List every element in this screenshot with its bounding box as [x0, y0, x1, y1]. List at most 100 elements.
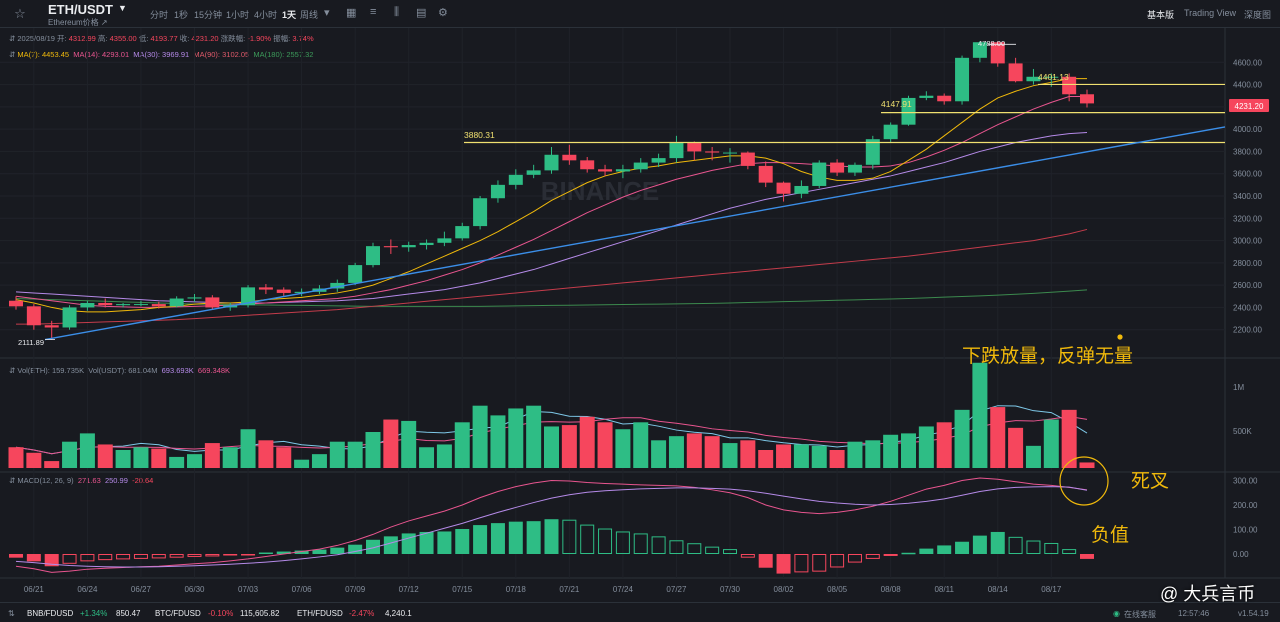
volume-tick-label: 1M: [1233, 383, 1244, 392]
ohlc-date: 2025/08/19: [17, 34, 55, 43]
timeframe-4h[interactable]: 4小时: [254, 10, 278, 20]
gear-icon[interactable]: ⚙: [438, 7, 448, 19]
volume-bar: [918, 426, 934, 468]
price-tick-label: 2400.00: [1233, 303, 1262, 312]
macd-hist-bar: [990, 531, 1005, 554]
volume-bar: [597, 422, 613, 468]
macd-hist-bar: [1026, 540, 1041, 555]
date-tick-label: 07/12: [399, 585, 420, 594]
top-toolbar: ☆ ETH/USDT ▼ Ethereum价格 ↗ 分时 1秒 15分钟 1小时…: [0, 0, 1280, 28]
candle-body: [98, 302, 113, 306]
candle-body: [1008, 63, 1023, 82]
macd-hist-bar: [348, 544, 363, 554]
chevron-down-icon[interactable]: ▾: [324, 7, 330, 19]
macd-hist-bar: [723, 549, 737, 554]
price-tick-label: 2800.00: [1233, 259, 1262, 268]
ticker-bnb-price: 850.47: [116, 609, 141, 618]
view-basic[interactable]: 基本版: [1147, 10, 1175, 20]
macd-hist-bar: [526, 521, 541, 554]
volume-tick-label: 500K: [1233, 427, 1252, 436]
date-tick-label: 08/05: [827, 585, 848, 594]
timeframe-15m[interactable]: 15分钟: [194, 10, 223, 20]
ohlc-info: ⇵ 2025/08/19 开: 4312.99 高: 4355.00 低: 41…: [9, 34, 314, 43]
macd-hist-bar: [133, 554, 148, 559]
clock: 12:57:46: [1178, 609, 1210, 618]
macd-hist-bar: [794, 554, 809, 573]
timeframe-1d[interactable]: 1天: [282, 10, 297, 20]
volume-bar: [972, 362, 988, 468]
macd-lines: [15, 477, 1088, 573]
view-tradingview[interactable]: Trading View: [1184, 8, 1237, 18]
volume-bar: [1061, 409, 1077, 468]
ma180-value: MA(180): 2557.32: [253, 50, 314, 59]
macd-hist-bar: [383, 536, 398, 554]
candle-body: [258, 287, 273, 290]
candle-body: [544, 154, 559, 171]
symbol-subtitle[interactable]: Ethereum价格 ↗: [48, 18, 108, 27]
macd-hist-bar: [26, 554, 41, 562]
current-price: 4231.20: [1235, 102, 1264, 111]
volume-bar: [401, 420, 417, 468]
view-depth[interactable]: 深度图: [1244, 10, 1272, 20]
volume-bar: [936, 422, 952, 468]
volume-bar: [865, 440, 881, 468]
favorite-star-icon[interactable]: ☆: [14, 6, 26, 21]
timeframe-1h[interactable]: 1小时: [226, 10, 250, 20]
volume-bars: [8, 362, 1095, 468]
ma-collapse-icon[interactable]: ⇵: [9, 50, 18, 59]
macd-name: MACD(12, 26, 9): [17, 476, 74, 485]
timeframe-tick[interactable]: 分时: [150, 10, 169, 20]
candle-body: [401, 245, 416, 248]
volume-bar: [1043, 419, 1059, 468]
vol-eth-value: Vol(ETH): 159.735K: [17, 366, 85, 375]
footer-ticker: ⇅ BNB/FDUSD +1.34% 850.47 BTC/FDUSD -0.1…: [0, 602, 1280, 622]
volume-bar: [508, 408, 524, 468]
macd-dea-line: [15, 486, 1088, 568]
online-status[interactable]: 在线客服: [1124, 610, 1156, 619]
price-tick-label: 4400.00: [1233, 81, 1262, 90]
date-tick-label: 06/30: [184, 585, 205, 594]
ma90-line: [16, 228, 1088, 325]
date-tick-label: 06/24: [77, 585, 98, 594]
volume-bar: [169, 456, 185, 468]
macd-hist-bar: [705, 546, 720, 555]
timeframe-weekly[interactable]: 周线: [300, 10, 319, 20]
current-price-tag: [1229, 99, 1269, 112]
macd-hist-bar: [651, 536, 666, 554]
layout-icon[interactable]: ▤: [416, 7, 427, 19]
candle-body: [187, 297, 202, 299]
ticker-eth-symbol[interactable]: ETH/FDUSD: [297, 609, 343, 618]
candle-style-icon[interactable]: ⫼: [394, 6, 400, 18]
timeframe-1s[interactable]: 1秒: [174, 10, 189, 20]
price-chart[interactable]: BINANCE 2200.00 2400.00 2600.00 2800.00 3000…: [0, 0, 1280, 602]
date-tick-label: 07/21: [559, 585, 580, 594]
vol-collapse-icon[interactable]: ⇵: [9, 366, 18, 375]
macd-hist-bar: [1062, 549, 1077, 554]
macd-hist-bar: [847, 554, 862, 563]
candle-body: [133, 304, 148, 306]
ohlc-collapse-icon[interactable]: ⇵: [9, 34, 18, 43]
macd-hist-bar: [598, 528, 613, 555]
macd-hist-bar: [169, 554, 184, 558]
date-tick-label: 07/03: [238, 585, 259, 594]
footer-ticker-icon: ⇅: [8, 609, 15, 618]
candle-body: [972, 42, 987, 58]
volume-bar: [204, 443, 220, 468]
chart-type-icon[interactable]: ≡: [370, 6, 377, 18]
ticker-btc-symbol[interactable]: BTC/FDUSD: [155, 609, 201, 618]
chevron-down-icon[interactable]: ▼: [118, 3, 127, 13]
high-label: 4788.00: [978, 39, 1005, 48]
volume-bar: [294, 459, 310, 468]
candle-body: [330, 282, 345, 289]
macd-hist-bar: [883, 554, 898, 556]
ticker-bnb-symbol[interactable]: BNB/FDUSD: [27, 609, 74, 618]
symbol-title[interactable]: ETH/USDT: [48, 2, 113, 17]
macd-hist-bar: [258, 552, 273, 554]
macd-hist-bar: [1044, 542, 1059, 554]
indicator-settings-icon[interactable]: ▦: [346, 7, 357, 19]
vol-usdt-value: Vol(USDT): 681.04M: [88, 366, 158, 375]
macd-collapse-icon[interactable]: ⇵: [9, 476, 18, 485]
candle-body: [651, 158, 666, 163]
candle-body: [955, 57, 970, 102]
volume-bar: [526, 405, 542, 468]
